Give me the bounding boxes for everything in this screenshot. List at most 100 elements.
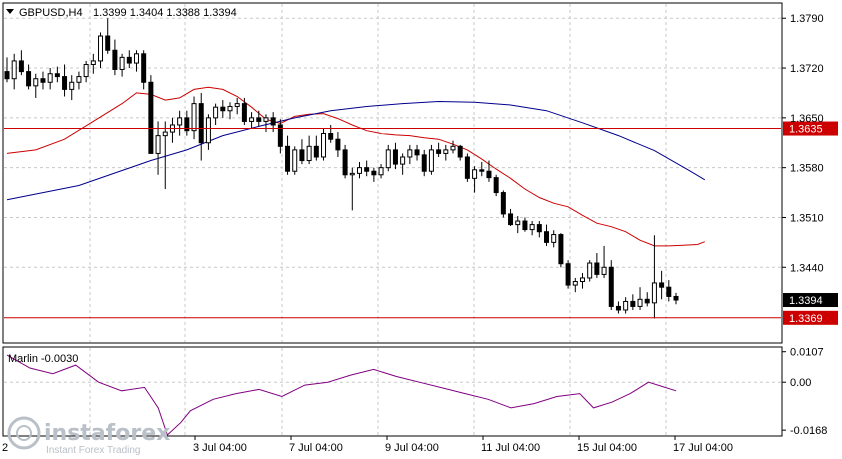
candle [234,97,240,115]
candle-body [436,149,442,154]
x-tick-label: 17 Jul 04:00 [673,442,733,454]
candle [328,124,334,143]
candle [615,301,621,314]
candle [321,128,327,161]
moving-average-line-1 [6,86,705,247]
candle-body [579,277,585,283]
candle [26,64,32,90]
candle-body [349,172,355,176]
candle [529,221,535,236]
candle [198,92,204,161]
candle-body [313,145,319,158]
candle-body [457,145,463,158]
candle-body [551,234,557,243]
candle [47,68,53,90]
candle [11,53,17,90]
level-price-label: 1.3635 [789,124,823,136]
candle [105,18,111,54]
candle [500,190,506,218]
candle [544,224,550,246]
candle [98,32,104,69]
candle [220,100,226,118]
marlin-line [6,354,677,436]
candle-body [76,76,82,83]
candle-body [285,145,291,172]
candle-body [522,220,528,231]
candle [565,260,571,289]
candle [349,167,355,211]
candle-body [47,73,53,83]
candle-body [371,170,377,176]
candle-body [659,282,665,288]
candle [155,121,161,175]
candle [594,253,600,278]
candle [608,260,614,310]
y-tick-label: 1.3650 [790,113,824,125]
candle [421,149,427,177]
candle [515,216,521,234]
candle-body [213,106,219,119]
candle [299,139,305,165]
level-price-tag [783,310,838,325]
candle-body [529,224,535,231]
candle-body [644,298,650,304]
candle-body [414,149,420,156]
x-tick-label: 11 Jul 04:00 [481,442,540,454]
candle [249,112,255,129]
candle-body [321,133,327,158]
candle [256,110,262,127]
candle [414,144,420,161]
candle [407,144,413,165]
candle [601,245,607,278]
candle [241,97,247,125]
candle-body [450,145,456,151]
candle-body [594,262,600,275]
candle-body [69,81,75,90]
candle [443,144,449,161]
x-tick-label: 15 Jul 04:00 [577,442,637,454]
candle [428,144,434,175]
candle [141,50,147,90]
candle-body [572,281,578,286]
candle [371,167,377,182]
x-tick-label: 3 Jul 04:00 [193,442,247,454]
candle [40,71,46,90]
marlin-indicator [6,354,677,436]
y-tick-label: 1.3790 [790,13,824,25]
candle-body [666,286,672,297]
triangle-down-icon[interactable] [6,9,14,14]
level-price-tag [783,121,838,136]
y-tick-label: 1.3720 [790,63,824,75]
candle-body [558,234,564,265]
candle-body [90,60,96,65]
candle [205,114,211,150]
candle-body [141,53,147,83]
y-tick-label: -0.0168 [790,425,827,437]
candle-body [227,105,233,112]
candle-body [536,224,542,233]
candle [126,50,132,69]
candle [177,110,183,136]
candle [54,66,60,83]
moving-average-line-2 [6,100,706,201]
grid [4,4,781,435]
price-pane [2,2,783,344]
instaforex-logo-icon [7,416,41,450]
candle [450,140,456,154]
candle-body [464,156,470,179]
y-tick-label: 1.3580 [790,163,824,175]
candle-body [335,138,341,151]
candle [457,144,463,161]
candle [479,161,485,177]
candle [62,64,68,97]
current-price-label: 1.3394 [789,295,823,307]
candle-body [148,81,154,154]
candle-body [615,305,621,311]
candle-body [500,192,506,215]
candle [4,57,10,83]
candle-body [155,135,161,154]
candle [644,292,650,307]
y-tick-label: 0.0107 [790,347,824,359]
candle [464,153,470,182]
